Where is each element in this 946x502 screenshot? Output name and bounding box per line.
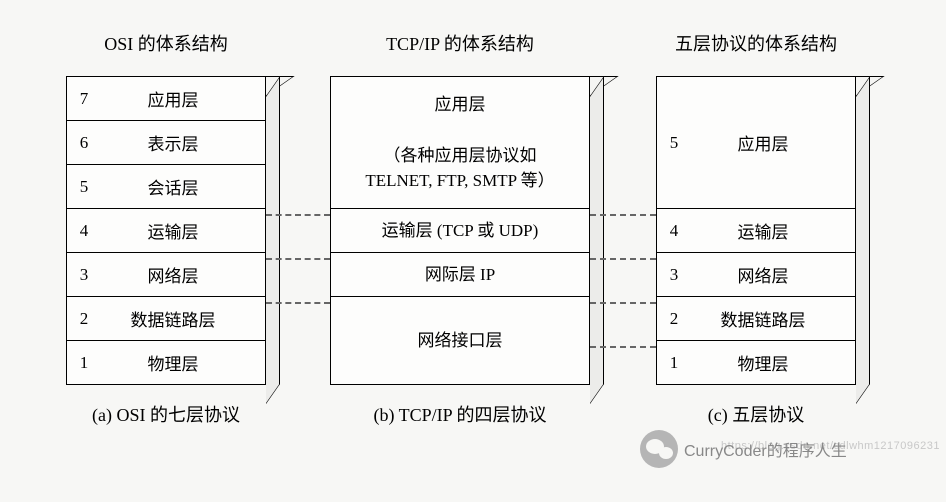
layer-num: 4 — [657, 221, 691, 241]
five-right-side — [856, 76, 870, 404]
dashed-line — [266, 258, 330, 260]
layer-num: 1 — [67, 353, 101, 373]
layer-num: 7 — [67, 89, 101, 109]
dashed-line — [590, 214, 656, 216]
five-caption: (c) 五层协议 — [656, 401, 856, 427]
osi-title: OSI 的体系结构 — [66, 30, 266, 56]
layer-label: 应用层 — [101, 86, 265, 111]
layer-label: 网络接口层 — [331, 324, 589, 358]
layer-num: 5 — [67, 177, 101, 197]
tcpip-right-side — [590, 76, 604, 404]
layer-label: 会话层 — [101, 174, 265, 199]
dashed-line — [266, 302, 330, 304]
layer-label: 网际层 IP — [331, 258, 589, 292]
five-column: 五层协议的体系结构 5应用层4运输层3网络层2数据链路层1物理层 (c) 五层协… — [656, 30, 856, 427]
layer-label: 运输层 — [691, 218, 855, 243]
osi-column: OSI 的体系结构 7应用层6表示层5会话层4运输层3网络层2数据链路层1物理层… — [66, 30, 266, 427]
wechat-icon — [640, 430, 678, 468]
osi-layers: 7应用层6表示层5会话层4运输层3网络层2数据链路层1物理层 — [66, 76, 266, 385]
dashed-line — [590, 258, 656, 260]
tcpip-column: TCP/IP 的体系结构 应用层 （各种应用层协议如TELNET, FTP, S… — [330, 30, 590, 427]
osi-layer-1: 1物理层 — [67, 340, 266, 384]
tcpip-layer-0: 应用层 （各种应用层协议如TELNET, FTP, SMTP 等） — [331, 76, 590, 208]
layer-label: 表示层 — [101, 130, 265, 155]
five-layers: 5应用层4运输层3网络层2数据链路层1物理层 — [656, 76, 856, 385]
layer-label: 数据链路层 — [691, 306, 855, 331]
wechat-text: CurryCoder的程序人生 — [684, 437, 847, 461]
tcpip-layers: 应用层 （各种应用层协议如TELNET, FTP, SMTP 等） 运输层 (TC… — [330, 76, 590, 385]
tcpip-caption: (b) TCP/IP 的四层协议 — [330, 401, 590, 427]
tcpip-title: TCP/IP 的体系结构 — [330, 30, 590, 56]
layer-num: 3 — [657, 265, 691, 285]
osi-layer-6: 6表示层 — [67, 120, 266, 164]
layer-label: 数据链路层 — [101, 306, 265, 331]
dashed-line — [590, 302, 656, 304]
osi-layer-4: 4运输层 — [67, 208, 266, 252]
layer-num: 3 — [67, 265, 101, 285]
dashed-line — [590, 346, 656, 348]
tcpip-layer-3: 网络接口层 — [331, 296, 590, 384]
layer-label: 应用层 （各种应用层协议如TELNET, FTP, SMTP 等） — [331, 88, 589, 198]
tcpip-stack: 应用层 （各种应用层协议如TELNET, FTP, SMTP 等） 运输层 (TC… — [330, 76, 590, 385]
five-layer-3: 3网络层 — [657, 252, 856, 296]
five-layer-5: 5应用层 — [657, 76, 856, 208]
layer-label: 运输层 (TCP 或 UDP) — [331, 214, 589, 248]
layer-label: 物理层 — [691, 350, 855, 375]
tcpip-layer-2: 网际层 IP — [331, 252, 590, 296]
osi-caption: (a) OSI 的七层协议 — [66, 401, 266, 427]
osi-layer-3: 3网络层 — [67, 252, 266, 296]
layer-label: 运输层 — [101, 218, 265, 243]
layer-label: 网络层 — [691, 262, 855, 287]
dashed-line — [266, 214, 330, 216]
five-stack: 5应用层4运输层3网络层2数据链路层1物理层 — [656, 76, 856, 385]
layer-label: 物理层 — [101, 350, 265, 375]
five-layer-4: 4运输层 — [657, 208, 856, 252]
layer-num: 4 — [67, 221, 101, 241]
osi-stack: 7应用层6表示层5会话层4运输层3网络层2数据链路层1物理层 — [66, 76, 266, 385]
five-layer-1: 1物理层 — [657, 340, 856, 384]
osi-layer-5: 5会话层 — [67, 164, 266, 208]
osi-right-side — [266, 76, 280, 404]
osi-layer-2: 2数据链路层 — [67, 296, 266, 340]
tcpip-layer-1: 运输层 (TCP 或 UDP) — [331, 208, 590, 252]
layer-num: 6 — [67, 133, 101, 153]
five-title: 五层协议的体系结构 — [656, 30, 856, 56]
wechat-badge: CurryCoder的程序人生 — [640, 430, 847, 468]
layer-label: 网络层 — [101, 262, 265, 287]
five-layer-2: 2数据链路层 — [657, 296, 856, 340]
layer-num: 2 — [657, 309, 691, 329]
layer-num: 5 — [657, 133, 691, 153]
osi-layer-7: 7应用层 — [67, 76, 266, 120]
layer-num: 1 — [657, 353, 691, 373]
layer-num: 2 — [67, 309, 101, 329]
layer-label: 应用层 — [691, 130, 855, 155]
